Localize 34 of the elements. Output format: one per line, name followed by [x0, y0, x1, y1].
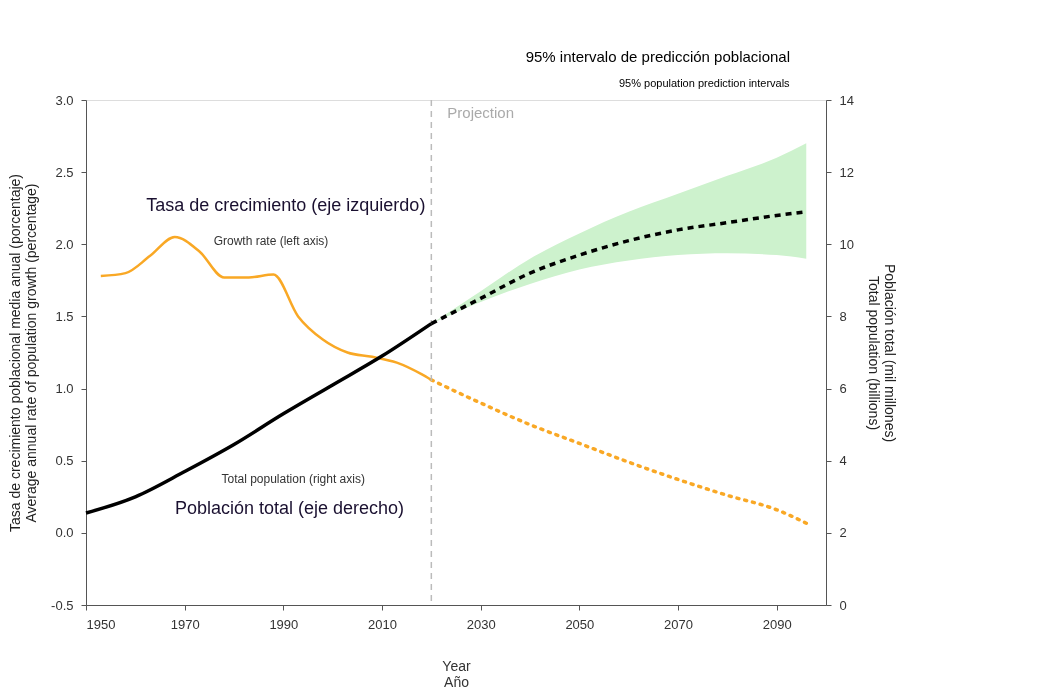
y2-tick-label: 10 [839, 236, 854, 252]
ref-line-label: Projection [447, 104, 515, 121]
legend-title: 95% intervalo de predicción poblacional [525, 48, 790, 65]
x-tick-label: 2030 [466, 616, 496, 632]
y-tick-label: 2.5 [55, 164, 74, 180]
y-axis-title: Tasa de crecimiento poblacional media anual (porcentaje) Average annual rate of population growth (percentage) [7, 174, 40, 532]
y-tick-label: 1.5 [55, 308, 74, 324]
y2-tick-label: 4 [839, 453, 847, 469]
text: 95% population prediction intervals [619, 77, 791, 89]
y2-tick-label: 8 [839, 308, 847, 324]
y-tick-label: -0.5 [51, 597, 74, 613]
annotation: Growth rate (left axis) [213, 234, 329, 249]
x-tick-label: 2070 [664, 616, 693, 632]
annotation: Tasa de crecimiento (eje izquierdo) [146, 195, 426, 216]
x-tick-label: 1970 [170, 616, 200, 632]
x-tick-label: 1990 [269, 616, 299, 632]
x-axis-title: Year Año [442, 657, 471, 690]
y2-tick-label: 0 [839, 597, 847, 613]
x-tick-label: 2050 [565, 616, 595, 632]
y-tick-label: 3.0 [55, 92, 74, 108]
y2-tick-label: 6 [839, 381, 847, 397]
y-tick-label: 1.0 [55, 381, 74, 397]
y2-tick-label: 14 [839, 92, 854, 108]
x-tick-label: 1950 [86, 616, 116, 632]
y-tick-label: 0.5 [55, 453, 74, 469]
y2-tick-label: 12 [839, 164, 854, 180]
annotation: Total population (right axis) [221, 471, 365, 486]
y-tick-label: 2.0 [55, 236, 74, 252]
x-tick-label: 2010 [368, 616, 397, 632]
x-tick-label: 2090 [762, 616, 792, 632]
annotation: Población total (eje derecho) [174, 498, 405, 519]
y-tick-label: 0.0 [55, 525, 74, 541]
y2-axis-title: Población total (mil millones) Total population (billions) [865, 263, 898, 443]
y2-tick-label: 2 [839, 525, 847, 541]
